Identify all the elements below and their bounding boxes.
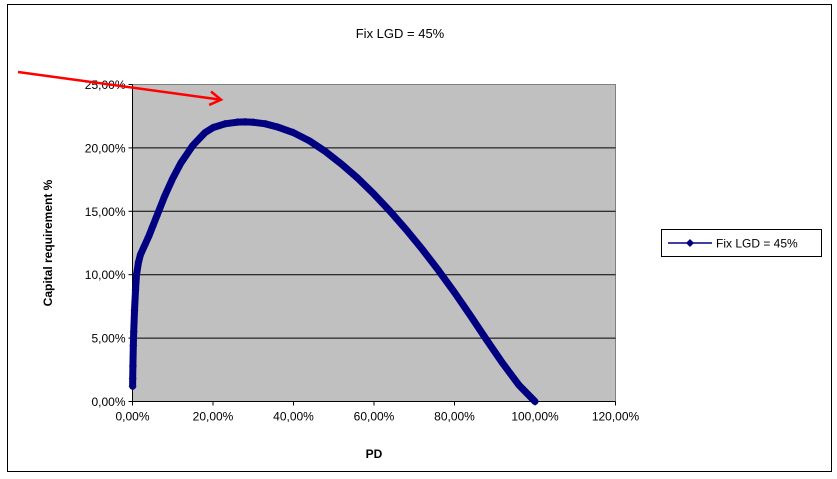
data-point xyxy=(386,207,395,216)
y-tick-label: 20,00% xyxy=(85,141,126,155)
data-point xyxy=(140,241,149,250)
data-point xyxy=(144,232,153,241)
data-point xyxy=(305,136,314,145)
y-axis-label: Capital requirement % xyxy=(41,179,55,306)
x-tick-label: 40,00% xyxy=(273,410,314,424)
series-fix-lgd-45 xyxy=(128,117,539,406)
legend-entry: Fix LGD = 45% xyxy=(716,237,798,251)
x-tick-label: 120,00% xyxy=(592,410,640,424)
data-point xyxy=(131,285,140,294)
x-axis-label: PD xyxy=(366,447,383,461)
y-tick-label: 10,00% xyxy=(85,268,126,282)
x-axis-ticks: 0,00% 20,00% 40,00% 60,00% 80,00% 100,00% 120,… xyxy=(115,401,640,424)
y-tick-label: 0,00% xyxy=(91,395,125,409)
data-point xyxy=(321,147,330,156)
plot-area xyxy=(132,84,616,402)
x-tick-label: 0,00% xyxy=(115,410,149,424)
data-point xyxy=(498,359,507,368)
data-point xyxy=(273,122,282,131)
arrow-line xyxy=(17,70,222,101)
data-point xyxy=(434,266,443,275)
annotation-arrow xyxy=(17,70,224,107)
data-point xyxy=(188,141,197,150)
y-tick-label: 5,00% xyxy=(91,332,125,346)
data-point xyxy=(466,311,475,320)
y-gridlines xyxy=(132,147,616,339)
data-point xyxy=(450,288,459,297)
data-point xyxy=(233,118,242,127)
data-point xyxy=(241,117,250,126)
data-point xyxy=(353,174,362,183)
data-point xyxy=(148,222,157,231)
data-point xyxy=(209,123,217,132)
data-point xyxy=(128,382,137,391)
x-tick-label: 20,00% xyxy=(193,410,234,424)
data-point xyxy=(130,306,139,315)
data-point xyxy=(134,258,143,267)
legend: Fix LGD = 45% xyxy=(661,229,822,257)
data-point xyxy=(128,361,137,370)
legend-marker-diamond-icon xyxy=(686,239,694,247)
data-point xyxy=(128,374,137,383)
data-point xyxy=(221,119,230,128)
data-point xyxy=(129,327,138,336)
x-tick-label: 80,00% xyxy=(434,410,475,424)
data-point xyxy=(176,159,185,168)
data-point xyxy=(261,119,270,128)
data-point xyxy=(249,118,258,127)
data-point xyxy=(168,174,177,183)
data-point xyxy=(531,397,539,406)
data-point xyxy=(160,192,169,201)
data-point xyxy=(514,381,523,390)
data-point xyxy=(129,341,138,350)
y-tick-label: 15,00% xyxy=(85,205,126,219)
x-tick-label: 60,00% xyxy=(354,410,395,424)
data-point xyxy=(289,128,298,137)
data-point xyxy=(370,190,378,199)
data-point xyxy=(337,160,346,169)
arrow-head xyxy=(208,90,224,107)
chart-title: Fix LGD = 45% xyxy=(356,26,445,41)
data-point xyxy=(418,245,427,254)
data-point xyxy=(200,128,209,137)
data-point xyxy=(136,250,145,259)
x-tick-label: 100,00% xyxy=(511,410,559,424)
data-point xyxy=(132,270,141,279)
data-point xyxy=(152,212,161,221)
data-point xyxy=(402,225,411,234)
y-axis-ticks: 0,00%5,00%10,00%15,00%20,00%25,00% xyxy=(85,78,133,409)
data-point xyxy=(482,336,491,345)
